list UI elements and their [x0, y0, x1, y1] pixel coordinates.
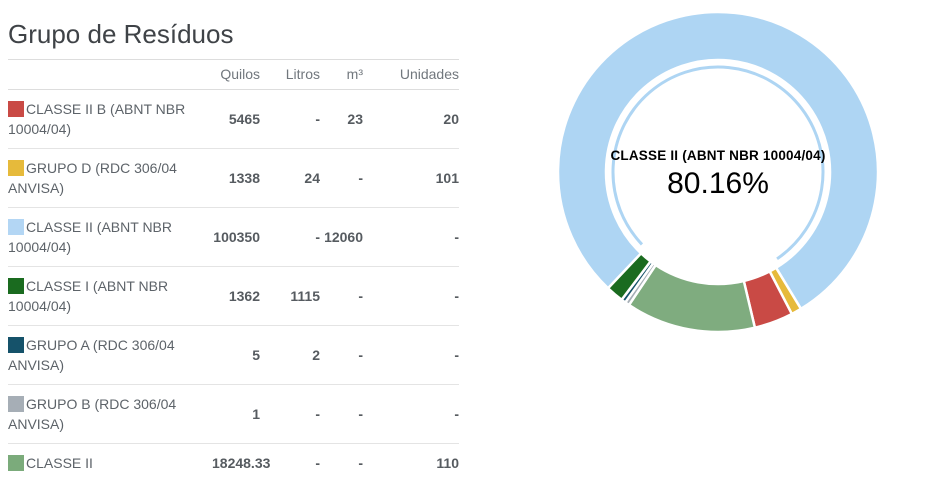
column-header-quilos: Quilos: [212, 60, 260, 90]
value-cell-unidades: -: [363, 267, 459, 326]
row-label: CLASSE II B (ABNT NBR 10004/04): [8, 101, 185, 137]
legend-color-swatch: [8, 278, 24, 294]
row-label-cell: CLASSE II B (ABNT NBR 10004/04): [8, 90, 212, 149]
legend-color-swatch: [8, 219, 24, 235]
value-cell-unidades: -: [363, 326, 459, 385]
value-cell-litros: -: [260, 208, 320, 267]
residue-table: Quilos Litros m³ Unidades CLASSE II B (A…: [8, 60, 459, 482]
value-cell-unidades: -: [363, 385, 459, 444]
value-cell-m3: -: [320, 385, 363, 444]
value-cell-quilos: 100350: [212, 208, 260, 267]
value-cell-m3: 12060: [320, 208, 363, 267]
legend-color-swatch: [8, 337, 24, 353]
page-title: Grupo de Resíduos: [8, 0, 459, 60]
value-cell-m3: -: [320, 326, 363, 385]
value-cell-litros: -: [260, 385, 320, 444]
value-cell-m3: -: [320, 444, 363, 482]
value-cell-litros: 24: [260, 149, 320, 208]
row-label-cell: CLASSE I (ABNT NBR 10004/04): [8, 267, 212, 326]
legend-color-swatch: [8, 396, 24, 412]
column-header-m3: m³: [320, 60, 363, 90]
value-cell-unidades: 20: [363, 90, 459, 149]
value-cell-quilos: 1362: [212, 267, 260, 326]
legend-color-swatch: [8, 160, 24, 176]
residue-group-panel: Grupo de Resíduos Quilos Litros m³ Unida…: [8, 0, 459, 482]
value-cell-litros: 2: [260, 326, 320, 385]
table-row: CLASSE II (ABNT NBR 10004/04)100350-1206…: [8, 208, 459, 267]
row-label: GRUPO D (RDC 306/04 ANVISA): [8, 160, 177, 196]
value-cell-litros: 1115: [260, 267, 320, 326]
value-cell-quilos: 18248.33: [212, 444, 260, 482]
residue-donut-chart: [548, 2, 888, 342]
row-label-cell: CLASSE II: [8, 444, 212, 482]
legend-color-swatch: [8, 101, 24, 117]
value-cell-litros: -: [260, 90, 320, 149]
row-label: CLASSE I (ABNT NBR 10004/04): [8, 278, 168, 314]
value-cell-unidades: 110: [363, 444, 459, 482]
value-cell-m3: -: [320, 149, 363, 208]
value-cell-m3: 23: [320, 90, 363, 149]
table-row: GRUPO B (RDC 306/04 ANVISA)1---: [8, 385, 459, 444]
value-cell-quilos: 1338: [212, 149, 260, 208]
value-cell-quilos: 5465: [212, 90, 260, 149]
column-header-unidades: Unidades: [363, 60, 459, 90]
table-header-row: Quilos Litros m³ Unidades: [8, 60, 459, 90]
donut-slice-0[interactable]: [558, 12, 878, 309]
value-cell-m3: -: [320, 267, 363, 326]
row-label-cell: GRUPO A (RDC 306/04 ANVISA): [8, 326, 212, 385]
value-cell-quilos: 1: [212, 385, 260, 444]
column-header-empty: [8, 60, 212, 90]
value-cell-unidades: 101: [363, 149, 459, 208]
value-cell-quilos: 5: [212, 326, 260, 385]
column-header-litros: Litros: [260, 60, 320, 90]
donut-selected-inner-arc: [613, 67, 823, 259]
row-label-cell: GRUPO B (RDC 306/04 ANVISA): [8, 385, 212, 444]
row-label-cell: CLASSE II (ABNT NBR 10004/04): [8, 208, 212, 267]
row-label: CLASSE II (ABNT NBR 10004/04): [8, 219, 172, 255]
row-label-cell: GRUPO D (RDC 306/04 ANVISA): [8, 149, 212, 208]
row-label: GRUPO A (RDC 306/04 ANVISA): [8, 337, 175, 373]
row-label: GRUPO B (RDC 306/04 ANVISA): [8, 396, 176, 432]
value-cell-unidades: -: [363, 208, 459, 267]
